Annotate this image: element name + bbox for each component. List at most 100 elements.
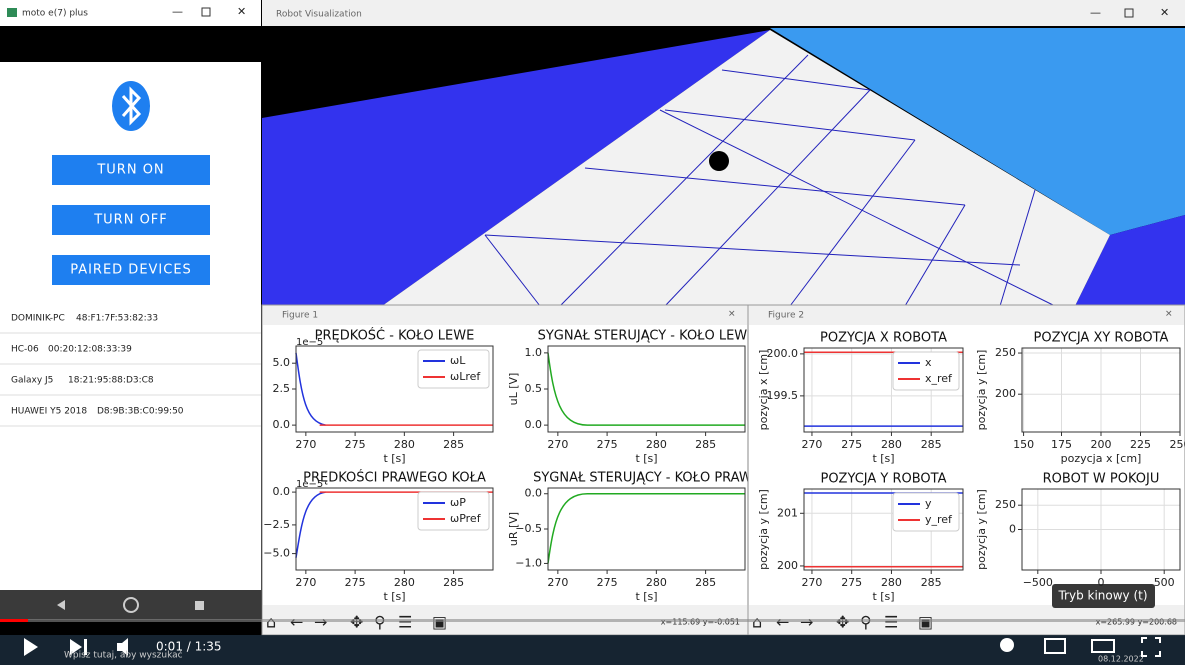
max-btn[interactable] [1124, 8, 1134, 18]
device-mac[interactable]: D8:9B:3B:C0:99:50 [97, 407, 184, 417]
device-name[interactable]: HUAWEI Y5 2018 [11, 407, 87, 417]
miniplayer-btn[interactable] [1044, 638, 1066, 654]
axes [547, 487, 746, 571]
play-btn[interactable] [24, 638, 38, 656]
y-tick-label: 0.0 [525, 487, 543, 500]
robot-title: Robot Visualization [276, 10, 362, 20]
wall-left [262, 30, 770, 306]
x-tick-label: 285 [921, 576, 942, 589]
y-tick-label: −1.0 [515, 556, 542, 569]
legend-label: x [925, 356, 932, 369]
x-tick-label: 150 [1013, 438, 1034, 451]
close-btn[interactable]: ✕ [728, 310, 736, 320]
x-tick-label: 275 [345, 438, 366, 451]
min-btn[interactable]: — [1090, 6, 1101, 19]
y-tick-label: 200.0 [767, 347, 799, 360]
x-tick-label: 500 [1154, 576, 1175, 589]
plot-title: POZYCJA Y ROBOTA [820, 472, 946, 487]
theater-btn[interactable] [1091, 639, 1115, 653]
floor-grid [484, 54, 1056, 307]
x-tick-label: 270 [801, 438, 822, 451]
tooltip-bg [1052, 584, 1155, 608]
y-tick-label: 0.0 [525, 418, 543, 431]
y-tick-label: 200 [777, 559, 798, 572]
x-tick-label: 270 [547, 438, 568, 451]
y-tick-label: 1.0 [525, 346, 543, 359]
x-label: t [s] [635, 590, 657, 603]
nav-bar [0, 590, 261, 620]
controls-bar [0, 635, 1185, 665]
y-label: uL [V] [507, 373, 520, 406]
taskbar-date: 08.12.2022 [1098, 655, 1144, 664]
time: 0:01 / 1:35 [156, 640, 222, 654]
button-label[interactable]: TURN OFF [93, 213, 168, 228]
y-tick-label: 0.0 [273, 418, 291, 431]
y-tick-label: 0 [1009, 523, 1016, 536]
button[interactable] [52, 255, 210, 285]
y-tick-label: −2.5 [263, 518, 290, 531]
close-btn[interactable]: ✕ [1160, 6, 1169, 19]
x-tick-label: 0 [1098, 576, 1105, 589]
x-tick-label: 275 [345, 576, 366, 589]
button-label[interactable]: TURN ON [96, 163, 164, 178]
y-tick-label: 2.5 [273, 382, 291, 395]
nav-recent[interactable] [195, 601, 204, 610]
x-tick-label: 285 [443, 576, 464, 589]
x-label: t [s] [383, 452, 405, 465]
axes [803, 347, 964, 433]
progress-track[interactable] [0, 619, 1185, 622]
max-btn[interactable] [201, 7, 211, 17]
legend [417, 491, 490, 531]
x-tick-label: 270 [547, 576, 568, 589]
axes [803, 488, 964, 571]
button-label[interactable]: PAIRED DEVICES [70, 263, 192, 278]
phone-title: moto e(7) plus [22, 9, 88, 19]
legend [892, 492, 960, 532]
x-tick-label: 280 [394, 438, 415, 451]
device-name[interactable]: Galaxy J5 [11, 376, 53, 386]
device-name[interactable]: HC-06 [11, 345, 39, 355]
device-name[interactable]: DOMINIK-PC [11, 314, 65, 324]
y-tick-label: 5.0 [273, 356, 291, 369]
x-tick-label: 270 [801, 576, 822, 589]
button[interactable] [52, 155, 210, 185]
device-mac[interactable]: 18:21:95:88:D3:C8 [68, 376, 154, 386]
wall-right [1075, 215, 1185, 306]
nav-back[interactable] [57, 600, 65, 610]
x-tick-label: 275 [841, 576, 862, 589]
plot-title: ROBOT W POKOJU [1043, 472, 1160, 487]
y-tick-label: 200 [995, 387, 1016, 400]
volume-btn[interactable] [117, 638, 128, 656]
axes [295, 345, 494, 433]
close-btn[interactable]: ✕ [1165, 310, 1173, 320]
fullscreen-btn[interactable] [1141, 637, 1161, 657]
settings-btn[interactable] [1000, 638, 1014, 652]
nav-home[interactable] [123, 597, 139, 613]
app-icon [7, 8, 17, 17]
x-tick-label: 280 [646, 576, 667, 589]
axes [1021, 347, 1181, 433]
plot-title: SYGNAŁ STERUJĄCY - KOŁO PRAWE [533, 471, 760, 486]
figure-title: Figure 2 [768, 311, 804, 321]
next-btn[interactable] [70, 639, 87, 655]
x-tick-label: 285 [695, 438, 716, 451]
y-tick-label: 199.5 [767, 389, 799, 402]
y-tick-label: −0.5 [515, 522, 542, 535]
progress-played [0, 619, 28, 622]
legend-label: ωP [450, 496, 466, 509]
taskbar-search[interactable]: Wpisz tutaj, aby wyszukać [64, 650, 183, 661]
y-label: pozycja y [cm] [975, 350, 988, 431]
min-btn[interactable]: — [172, 5, 183, 18]
device-mac[interactable]: 00:20:12:08:33:39 [48, 345, 132, 355]
tooltip: Tryb kinowy (t) [1057, 589, 1147, 603]
x-tick-label: 285 [443, 438, 464, 451]
device-mac[interactable]: 48:F1:7F:53:82:33 [76, 314, 158, 324]
plot-title: PRĘDKOŚCI PRAWEGO KOŁA [303, 470, 486, 486]
y-tick-label: 0.0 [273, 485, 291, 498]
x-tick-label: 280 [646, 438, 667, 451]
close-btn[interactable]: ✕ [237, 5, 246, 18]
button[interactable] [52, 205, 210, 235]
x-tick-label: 275 [597, 438, 618, 451]
legend [417, 349, 490, 389]
robot-titlebar [262, 0, 1185, 26]
